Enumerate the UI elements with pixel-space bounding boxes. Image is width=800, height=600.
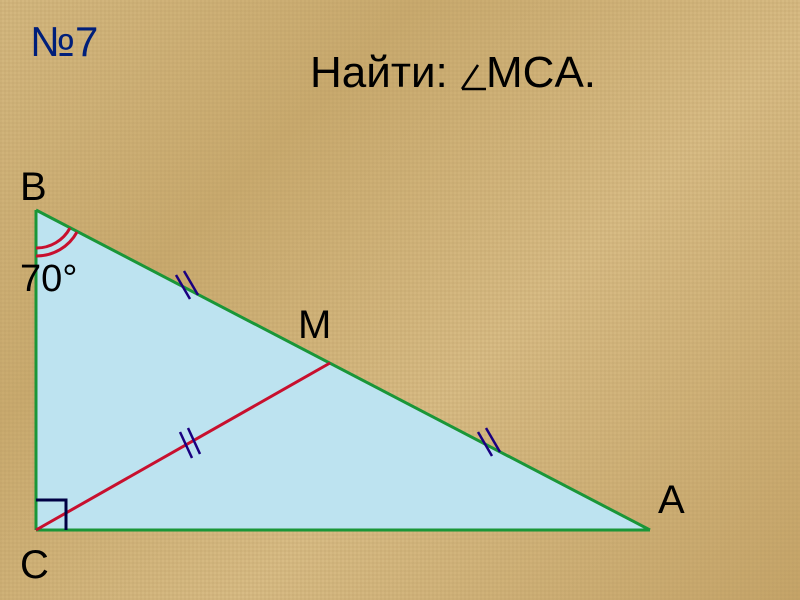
vertex-b: B [20,165,47,210]
vertex-a: A [658,478,685,523]
vertex-m: M [298,303,331,348]
angle-value: 70° [20,258,77,301]
vertex-c: С [20,543,49,588]
